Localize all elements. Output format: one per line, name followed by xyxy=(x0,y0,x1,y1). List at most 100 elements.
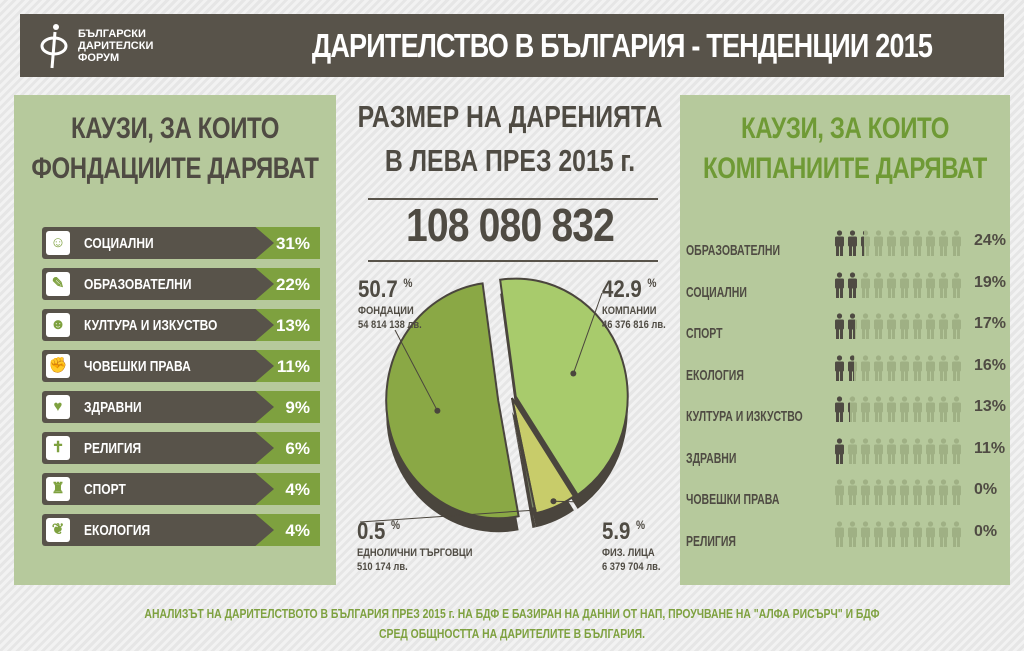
foundation-cause-row: ☺ СОЦИАЛНИ 31% xyxy=(42,227,320,259)
cause-percent: 24% xyxy=(974,232,1007,249)
company-cause-row: СПОРТ 17% xyxy=(686,313,1006,345)
person-icon xyxy=(873,313,884,339)
label-box xyxy=(42,432,274,464)
person-icon xyxy=(938,230,949,256)
person-scale xyxy=(834,313,962,339)
label-box xyxy=(42,268,274,300)
person-icon xyxy=(938,437,949,464)
person-icon xyxy=(873,354,884,381)
companies-title: КАУЗИ, ЗА КОИТО КОМПАНИИТЕ ДАРЯВАТ xyxy=(681,109,1009,189)
person-icon xyxy=(834,437,845,464)
person-icon xyxy=(951,437,962,464)
title-line: ФОНДАЦИИТЕ ДАРЯВАТ xyxy=(31,152,319,185)
person-icon xyxy=(886,479,897,505)
title-line: КАУЗИ, ЗА КОИТО xyxy=(71,112,279,145)
slice-name: КОМПАНИИ xyxy=(602,305,657,317)
person-icon xyxy=(886,230,897,256)
cause-label: ОБРАЗОВАТЕЛНИ xyxy=(686,242,781,259)
bible-icon: ✝ xyxy=(46,436,70,460)
person-icon xyxy=(886,354,897,381)
cause-percent: 0% xyxy=(974,522,998,540)
logo-text-line: ФОРУМ xyxy=(78,52,120,64)
person-scale xyxy=(834,520,962,547)
person-icon xyxy=(938,520,949,547)
person-icon xyxy=(886,437,897,464)
person-icon xyxy=(912,271,923,298)
person-icon xyxy=(899,230,910,256)
cause-percent: 13% xyxy=(275,316,310,335)
cause-label: СПОРТ xyxy=(84,481,126,498)
cause-percent: 31% xyxy=(275,234,310,253)
person-icon xyxy=(886,396,897,422)
foundation-cause-row: ☻ КУЛТУРА И ИЗКУСТВО 13% xyxy=(42,309,320,341)
slice-marker xyxy=(570,370,577,377)
slice-marker xyxy=(550,498,557,505)
person-icon xyxy=(847,313,858,339)
person-icon xyxy=(925,271,936,298)
cause-label: КУЛТУРА И ИЗКУСТВО xyxy=(84,317,218,334)
pie-chart xyxy=(359,277,629,533)
person-icon xyxy=(925,396,936,422)
person-icon xyxy=(912,313,923,339)
cause-percent: 4% xyxy=(285,480,310,499)
person-icon xyxy=(834,271,845,298)
slice-name: ФОНДАЦИИ xyxy=(358,305,414,317)
percent-sign: % xyxy=(403,276,413,290)
logo-icon xyxy=(40,24,68,69)
person-scale xyxy=(834,271,962,298)
leader-line xyxy=(553,500,585,503)
company-cause-row: КУЛТУРА И ИЗКУСТВО 13% xyxy=(686,396,1006,428)
title-line: РАЗМЕР НА ДАРЕНИЯТА xyxy=(357,99,663,134)
person-icon xyxy=(847,396,858,422)
person-icon xyxy=(834,396,845,422)
total-amount: 108 080 832 xyxy=(405,199,615,251)
cause-label: ЗДРАВНИ xyxy=(686,449,737,467)
foundation-cause-row: ❦ ЕКОЛОГИЯ 4% xyxy=(42,514,320,546)
cause-label: ЧОВЕШКИ ПРАВА xyxy=(686,491,780,508)
person-icon xyxy=(847,479,858,505)
person-scale xyxy=(834,437,962,464)
person-icon xyxy=(834,479,845,505)
percent-sign: % xyxy=(647,276,657,290)
foundations-title: КАУЗИ, ЗА КОИТО ФОНДАЦИИТЕ ДАРЯВАТ xyxy=(14,109,336,189)
slice-percent: 5.9 xyxy=(602,518,631,545)
pie-label: 0.5 % ЕДНОЛИЧНИ ТЪРГОВЦИ 510 174 лв. xyxy=(357,518,493,574)
foundation-cause-row: ✊ ЧОВЕШКИ ПРАВА 11% xyxy=(42,350,320,382)
cause-label: РЕЛИГИЯ xyxy=(84,440,142,457)
person-icon xyxy=(925,354,936,381)
percent-sign: % xyxy=(636,518,646,532)
person-icon xyxy=(860,520,871,547)
person-icon xyxy=(847,271,858,298)
plant-hand-icon: ❦ xyxy=(46,518,70,542)
company-cause-row: СОЦИАЛНИ 19% xyxy=(686,271,1006,304)
heartbeat-icon: ♥ xyxy=(46,395,70,419)
person-icon xyxy=(951,230,962,256)
person-icon xyxy=(873,479,884,505)
person-icon xyxy=(886,520,897,547)
person-icon xyxy=(951,354,962,381)
person-icon xyxy=(899,271,910,298)
company-cause-row: ЗДРАВНИ 11% xyxy=(686,437,1006,470)
person-icon xyxy=(847,437,858,464)
person-icon xyxy=(873,520,884,547)
person-icon xyxy=(951,271,962,298)
slice-percent: 50.7 xyxy=(358,276,398,303)
slice-name: ЕДНОЛИЧНИ ТЪРГОВЦИ xyxy=(357,547,473,559)
header-bar: БЪЛГАРСКИ ДАРИТЕЛСКИ ФОРУМ ДАРИТЕЛСТВО В… xyxy=(20,14,1004,77)
social-icon: ☺ xyxy=(46,231,70,255)
person-icon xyxy=(860,230,871,256)
slice-name: ФИЗ. ЛИЦА xyxy=(602,547,655,559)
person-icon xyxy=(847,230,858,256)
cause-percent: 4% xyxy=(285,521,310,540)
person-icon xyxy=(860,479,871,505)
logo: БЪЛГАРСКИ ДАРИТЕЛСКИ ФОРУМ xyxy=(38,22,153,70)
person-icon xyxy=(834,520,845,547)
label-box xyxy=(42,391,274,423)
cause-percent: 11% xyxy=(974,439,1006,457)
cause-percent: 9% xyxy=(285,398,310,417)
person-icon xyxy=(886,313,897,339)
person-icon xyxy=(899,354,910,381)
person-icon xyxy=(860,271,871,298)
person-icon xyxy=(951,520,962,547)
companies-panel: КАУЗИ, ЗА КОИТО КОМПАНИИТЕ ДАРЯВАТ ОБРАЗ… xyxy=(680,95,1010,585)
